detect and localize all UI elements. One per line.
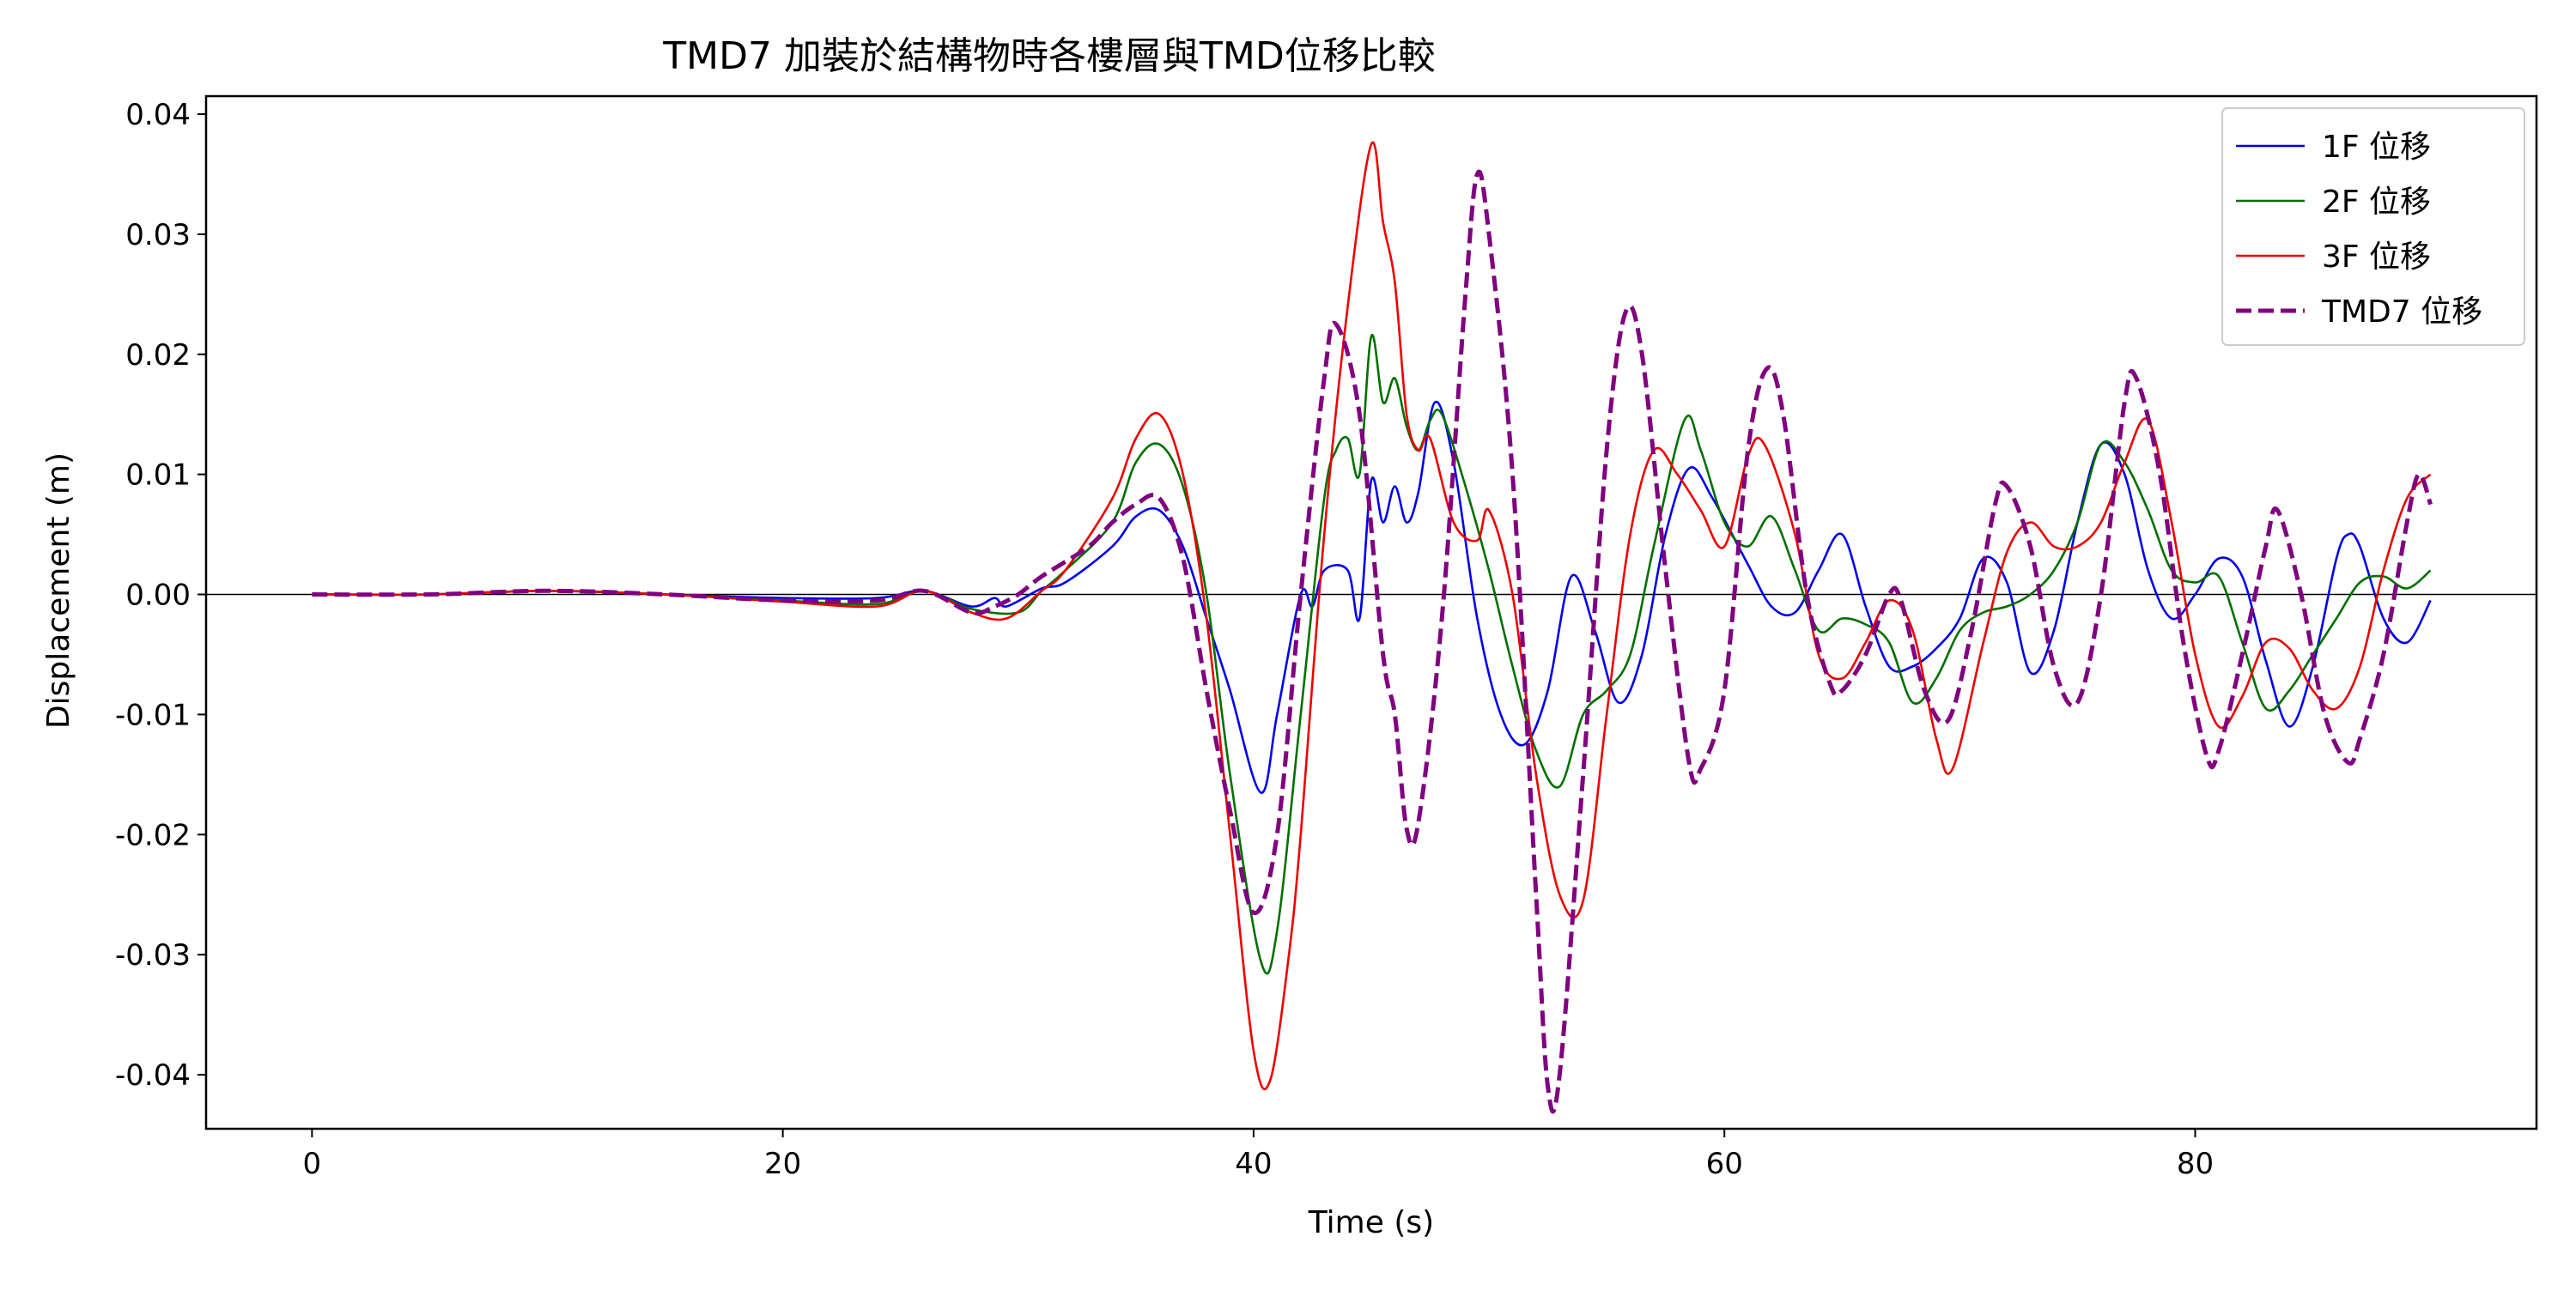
- x-tick-label: 20: [764, 1147, 801, 1181]
- y-tick-label: 0.00: [125, 579, 191, 613]
- chart-title: TMD7 加裝於結構物時各樓層與TMD位移比較: [662, 34, 1435, 78]
- legend-label: TMD7 位移: [2321, 294, 2482, 330]
- y-tick-label: -0.04: [115, 1058, 191, 1093]
- y-tick-label: 0.01: [125, 458, 191, 493]
- x-tick-label: 80: [2177, 1147, 2214, 1181]
- legend-label: 2F 位移: [2322, 185, 2431, 220]
- legend-box: [2221, 107, 2525, 346]
- y-tick-label: 0.04: [125, 98, 191, 132]
- y-tick-label: -0.01: [115, 698, 191, 732]
- y-tick-label: 0.02: [125, 338, 191, 373]
- series-line-1f: [312, 400, 2432, 794]
- x-axis-label: Time (s): [1308, 1205, 1434, 1240]
- series-line-2f: [312, 333, 2432, 975]
- x-tick-label: 40: [1235, 1147, 1272, 1181]
- series-line-tmd7: [312, 169, 2433, 1114]
- series-line-3f: [312, 141, 2432, 1091]
- y-axis-label: Displacement (m): [41, 452, 76, 729]
- x-tick-label: 0: [303, 1147, 322, 1181]
- legend-label: 1F 位移: [2322, 130, 2431, 165]
- y-tick-label: -0.02: [115, 818, 191, 852]
- x-tick-label: 60: [1706, 1147, 1743, 1181]
- legend-label: 3F 位移: [2322, 239, 2431, 275]
- y-tick-label: 0.03: [125, 218, 191, 252]
- plot-frame: [204, 94, 2538, 1130]
- y-tick-label: -0.03: [115, 938, 191, 973]
